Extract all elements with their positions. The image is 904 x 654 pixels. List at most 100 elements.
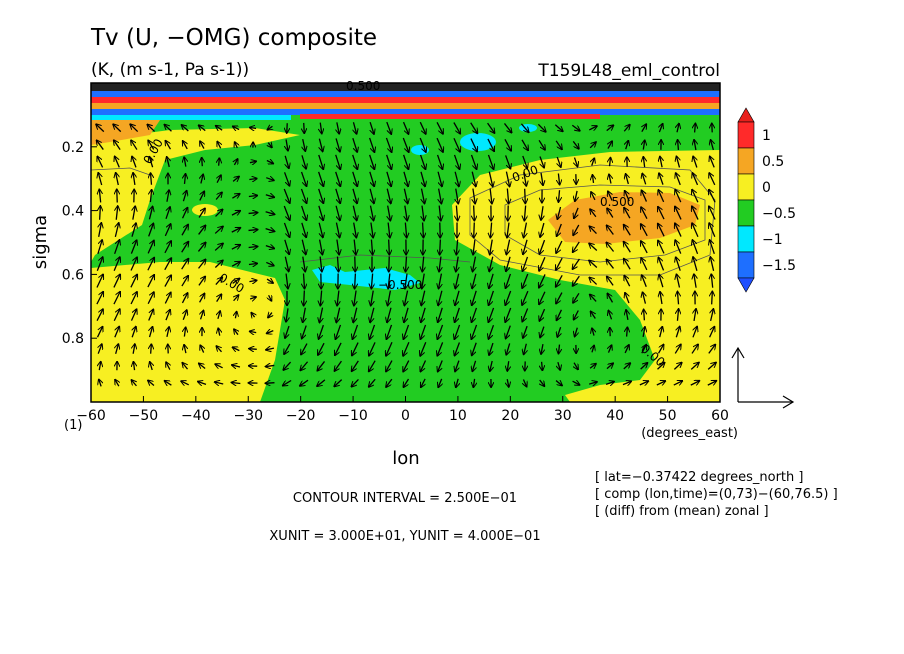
wind-vector [422,256,423,272]
wind-vector [133,206,135,220]
wind-vector [540,379,545,386]
wind-vector [285,155,289,168]
colorbar-top-arrow [737,107,755,123]
wind-vector [352,342,359,356]
wind-vector [455,307,460,322]
wind-vector [235,312,236,319]
wind-vector [624,208,631,219]
wind-vector [489,324,495,339]
wind-vector [265,229,275,232]
wind-vector [370,205,373,221]
wind-vector [709,327,715,338]
wind-vector [386,360,393,372]
wind-vector [489,273,494,288]
wind-vector [116,344,119,354]
wind-vector [523,256,529,271]
wind-vector [607,208,614,218]
colorbar-segment [737,121,755,149]
wind-vector [198,294,205,303]
wind-vector [185,174,186,185]
wind-vector [692,206,699,220]
wind-vector [167,327,169,337]
wind-vector [148,141,155,150]
wind-vector [150,362,152,371]
wind-vector [97,157,104,168]
wind-vector [352,378,359,386]
info-line-1: [ lat=−0.37422 degrees_north ] [595,470,803,485]
wind-vector [438,307,443,322]
wind-vector [148,310,154,321]
x-tick-label: −60 [76,408,106,424]
wind-vector [100,206,101,220]
wind-vector [487,122,495,133]
wind-vector [337,256,338,272]
wind-vector [234,159,237,166]
colorbar-segment [737,225,755,253]
wind-vector [558,173,559,185]
wind-vector [575,157,578,167]
wind-vector [695,124,696,133]
contour-region-upper-negative-2 [411,145,429,155]
wind-vector [474,222,475,238]
wind-vector [113,257,120,271]
wind-vector [164,258,171,271]
wind-vector [692,173,699,186]
wind-vector [99,380,101,387]
wind-vector [692,240,699,255]
wind-vector [559,344,560,354]
wind-vector [335,171,341,186]
wind-vector [641,241,648,254]
wind-vector [386,378,393,387]
wind-vector [352,154,358,169]
wind-vector [455,290,460,305]
wind-vector [181,242,189,253]
wind-vector [709,223,716,237]
wind-vector [490,188,492,204]
wind-vector [556,274,563,286]
wind-vector [249,178,256,179]
wind-vector [388,222,390,238]
wind-vector [556,257,563,270]
wind-vector [164,293,170,304]
wind-vector [573,292,580,302]
wind-vector [354,290,356,306]
wind-vector [489,256,494,272]
wind-vector [622,381,631,384]
colorbar-segment [737,147,755,175]
wind-vector [231,211,240,215]
wind-vector [335,154,341,169]
wind-vector [524,343,527,354]
wind-vector [488,307,495,322]
wind-vector [574,207,579,218]
wind-vector [147,258,154,271]
wind-vector [420,360,427,372]
wind-vector [96,327,102,338]
wind-vector [215,210,223,217]
wind-vector [96,275,103,288]
wind-vector [507,379,509,387]
wind-vector [386,188,391,204]
wind-vector [318,154,323,169]
wind-vector [99,362,100,371]
contour-label-7: 0.500 [346,79,380,93]
wind-vector [439,256,441,272]
y-axis: 0.2 0.4 0.6 0.8 [62,140,97,347]
wind-vector [643,157,644,168]
wind-vector [214,227,223,234]
wind-vector [320,239,323,255]
wind-vector [643,327,645,338]
wind-vector [320,122,321,134]
wind-vector [182,125,189,132]
wind-vector [440,239,441,255]
wind-vector [506,343,509,354]
wind-vector [676,327,679,338]
wind-vector [539,256,546,271]
x-tick-label: 30 [554,408,572,424]
wind-vector [133,344,135,354]
wind-vector [113,292,120,305]
colorbar: 1 0.5 0 −0.5 −1 −1.5 [737,107,796,293]
wind-vector [99,223,102,238]
wind-vector [692,190,699,203]
wind-vector [181,208,188,219]
wind-vector [540,222,545,237]
